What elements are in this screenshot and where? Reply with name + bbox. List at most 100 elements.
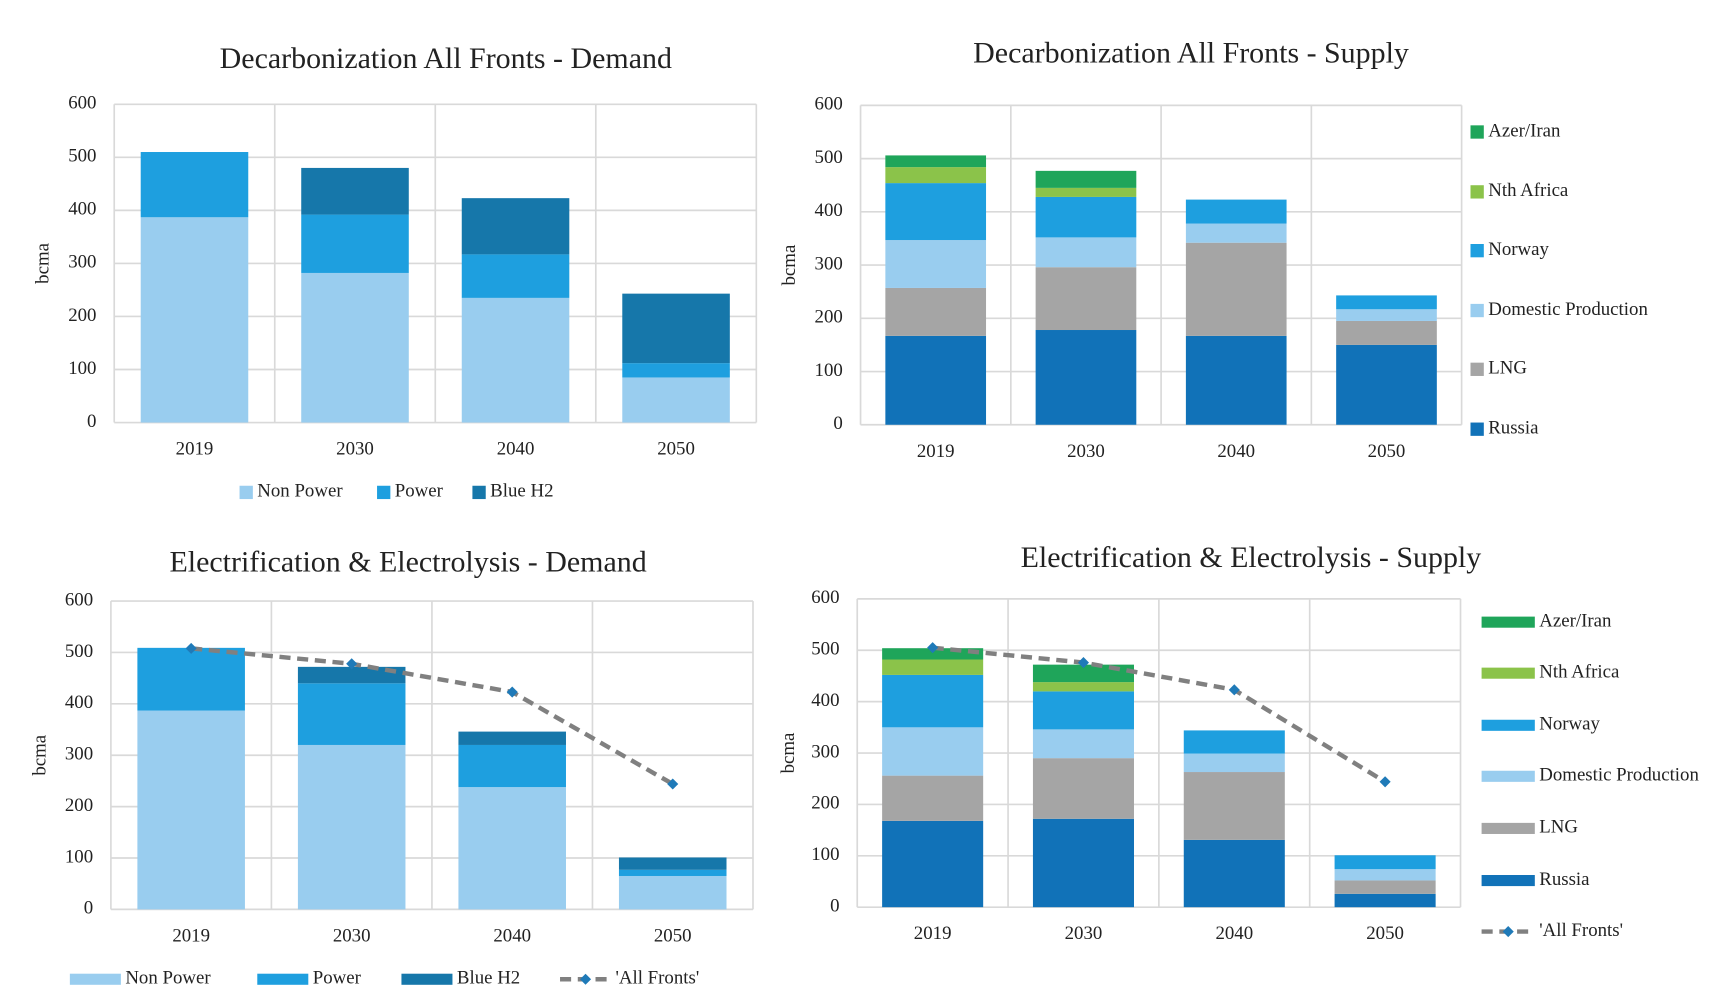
bar-segment <box>882 659 984 675</box>
chart-panel: Decarbonization All Fronts - Demand bcma 0… <box>33 42 758 502</box>
legend-label: 'All Fronts' <box>615 968 699 989</box>
legend-label: Power <box>395 481 444 502</box>
bar-segment <box>618 875 727 910</box>
bar-segment <box>882 674 984 728</box>
y-tick-label: 500 <box>65 641 93 662</box>
chart-title: Decarbonization All Fronts - Demand <box>220 42 672 75</box>
legend-swatch <box>472 485 486 500</box>
y-tick-label: 500 <box>815 147 843 168</box>
bar-segment <box>885 287 987 336</box>
x-tick-label: 2019 <box>917 441 955 462</box>
legend-swatch <box>239 485 253 500</box>
bar-segment <box>885 335 987 425</box>
bar-segment <box>885 240 987 288</box>
y-tick-label: 100 <box>811 844 839 865</box>
legend-swatch <box>1470 125 1484 139</box>
y-tick-label: 0 <box>830 895 839 916</box>
bar-segment <box>458 787 566 910</box>
legend-swatch <box>401 973 453 985</box>
bar-segment <box>1183 753 1285 773</box>
bar-segment <box>461 254 570 298</box>
y-tick-label: 300 <box>815 253 843 274</box>
bar-segment <box>140 217 249 423</box>
bar-segment <box>622 377 730 423</box>
bar-segment <box>297 744 406 910</box>
y-axis-label: bcma <box>778 732 799 773</box>
line-marker <box>927 642 939 654</box>
legend-label: Power <box>313 968 362 989</box>
x-tick-label: 2040 <box>497 439 535 460</box>
legend-label: LNG <box>1539 817 1578 838</box>
bar-segment <box>458 744 566 788</box>
bar-segment <box>1032 682 1134 692</box>
x-tick-label: 2030 <box>336 439 374 460</box>
y-tick-label: 200 <box>815 307 843 328</box>
bar-segment <box>882 775 984 821</box>
bar-segment <box>1032 729 1134 759</box>
chart-panel: Decarbonization All Fronts - Supply bcma 0… <box>779 36 1648 461</box>
y-tick-label: 400 <box>811 690 839 711</box>
legend-swatch <box>1470 185 1484 199</box>
bar-segment <box>461 297 570 423</box>
legend-swatch <box>1470 244 1484 258</box>
legend-swatch <box>1481 770 1535 782</box>
y-tick-label: 200 <box>65 795 93 816</box>
legend-swatch <box>1470 303 1484 318</box>
bar-segment <box>137 710 245 910</box>
y-axis-label: bcma <box>779 244 800 285</box>
y-tick-label: 0 <box>833 413 842 434</box>
x-tick-label: 2040 <box>493 925 531 946</box>
legend-swatch <box>1481 719 1535 731</box>
legend-swatch <box>1481 616 1535 628</box>
bar-segment <box>622 363 730 378</box>
bar-segment <box>297 666 406 684</box>
bar-segment <box>1334 893 1436 908</box>
bar-segment <box>137 647 245 711</box>
bar-segment <box>1183 730 1285 754</box>
bar-segment <box>1185 242 1287 336</box>
y-tick-label: 200 <box>68 305 96 326</box>
x-tick-label: 2050 <box>654 925 692 946</box>
bar-segment <box>1336 344 1437 425</box>
y-tick-label: 0 <box>84 898 93 919</box>
line-marker <box>346 658 358 670</box>
bar-segment <box>885 167 987 184</box>
legend-label: 'All Fronts' <box>1539 920 1623 941</box>
legend-label: Azer/Iran <box>1488 120 1561 141</box>
y-tick-label: 600 <box>815 94 843 115</box>
x-tick-label: 2030 <box>1067 441 1105 462</box>
y-tick-label: 100 <box>65 846 93 867</box>
bar-segment <box>1035 187 1137 197</box>
bar-segment <box>618 869 727 876</box>
bar-segment <box>618 857 727 870</box>
bar-segment <box>1334 869 1436 881</box>
y-tick-label: 200 <box>811 793 839 814</box>
y-tick-label: 600 <box>68 93 96 114</box>
bar-segment <box>1336 309 1437 321</box>
x-tick-label: 2050 <box>1366 923 1404 944</box>
x-tick-label: 2019 <box>176 439 214 460</box>
bar-segment <box>301 167 409 215</box>
line-marker <box>506 686 518 698</box>
legend-swatch <box>1481 875 1535 887</box>
bar-segment <box>882 820 984 908</box>
y-tick-label: 600 <box>65 589 93 610</box>
bar-segment <box>1183 839 1285 908</box>
y-tick-label: 100 <box>815 360 843 381</box>
x-tick-label: 2030 <box>333 925 371 946</box>
y-tick-label: 400 <box>65 692 93 713</box>
legend-marker <box>1502 926 1514 938</box>
y-tick-label: 300 <box>811 741 839 762</box>
bar-segment <box>297 683 406 745</box>
y-tick-label: 300 <box>65 744 93 765</box>
legend-swatch <box>257 973 309 985</box>
y-tick-label: 400 <box>815 200 843 221</box>
line-marker <box>667 778 679 790</box>
legend-label: Blue H2 <box>457 968 520 989</box>
legend-label: Norway <box>1539 714 1600 735</box>
bar-segment <box>882 648 984 660</box>
chart-panel: Electrification & Electrolysis - Demand b… <box>29 545 754 989</box>
chart-title: Electrification & Electrolysis - Supply <box>1021 541 1482 574</box>
y-tick-label: 400 <box>68 199 96 220</box>
